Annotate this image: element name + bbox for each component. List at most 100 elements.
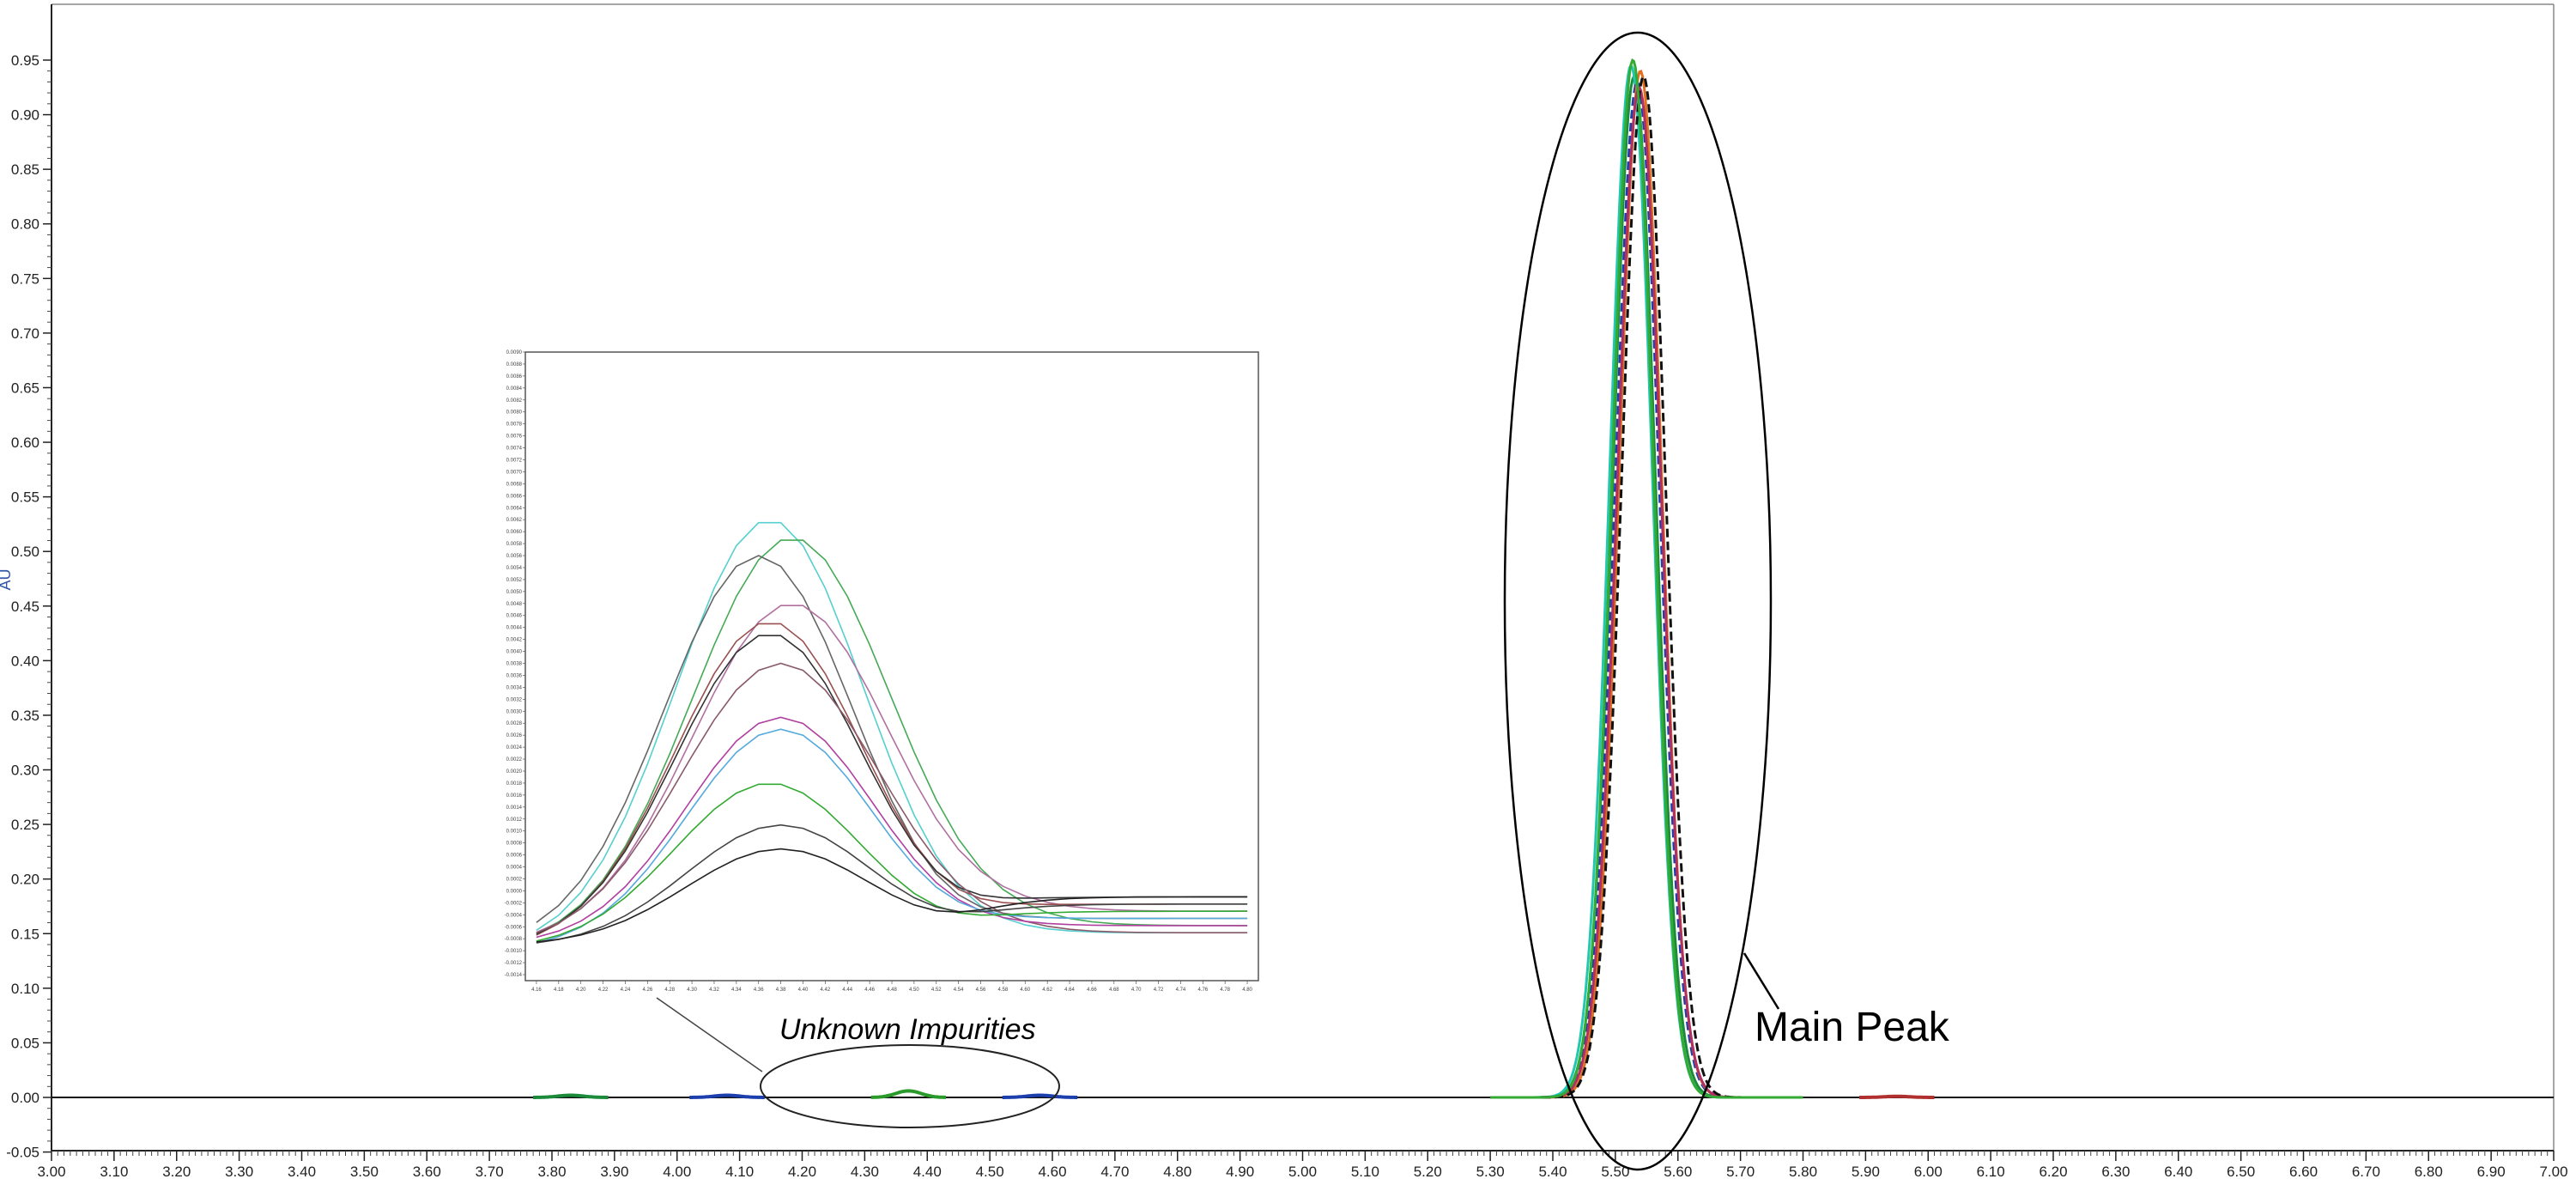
- x-tick-label: 6.10: [1977, 1164, 2005, 1179]
- y-tick-label: 0.10: [11, 981, 39, 997]
- x-tick-label: 4.90: [1226, 1164, 1254, 1179]
- x-tick-label: 6.80: [2415, 1164, 2443, 1179]
- inset-series-line: [536, 539, 1248, 934]
- inset-series-line: [536, 783, 1248, 942]
- impurity-peak-line: [533, 1093, 609, 1099]
- inset-y-tick-label: 0.0068: [506, 482, 523, 487]
- inset-x-tick-label: 4.68: [1109, 988, 1119, 993]
- inset-y-tick-label: 0.0072: [506, 458, 523, 463]
- x-tick-label: 5.80: [1789, 1164, 1817, 1179]
- inset-y-tick-label: 0.0044: [506, 626, 523, 631]
- inset-y-tick-label: 0.0010: [506, 830, 523, 835]
- x-tick-label: 5.60: [1664, 1164, 1692, 1179]
- inset-x-tick-label: 4.62: [1042, 988, 1052, 993]
- main-peak-leader-line: [1743, 952, 1780, 1010]
- inset-y-tick-label: 0.0028: [506, 721, 523, 726]
- inset-y-tick-label: 0.0038: [506, 662, 523, 667]
- inset-y-tick-label: 0.0016: [506, 793, 523, 799]
- inset-x-tick-label: 4.80: [1242, 988, 1252, 993]
- inset-x-tick-label: 4.64: [1064, 988, 1075, 993]
- x-tick-label: 3.20: [162, 1164, 191, 1179]
- inset-y-tick-label: -0.0014: [505, 973, 523, 978]
- x-tick-label: 5.50: [1601, 1164, 1629, 1179]
- y-tick-label: 0.55: [11, 489, 39, 506]
- annotation-layer: Main Peak Unknown Impurities: [656, 31, 1950, 1171]
- inset-x-tick-label: 4.36: [754, 988, 764, 993]
- inset-y-tick-label: 0.0066: [506, 494, 523, 499]
- inset-x-tick-label: 4.20: [576, 988, 586, 993]
- inset-x-tick-label: 4.50: [909, 988, 919, 993]
- y-tick-label: 0.95: [11, 52, 39, 69]
- inset-y-tick-label: -0.0010: [505, 949, 523, 954]
- inset-series-line: [536, 728, 1248, 944]
- inset-series-line: [536, 662, 1248, 934]
- inset-y-tick-label: 0.0036: [506, 673, 523, 678]
- y-tick-label: 0.30: [11, 763, 39, 779]
- inset-x-tick-label: 4.72: [1154, 988, 1164, 993]
- inset-y-tick-label: 0.0022: [506, 757, 523, 763]
- x-tick-label: 6.30: [2101, 1164, 2130, 1179]
- inset-y-tick-label: -0.0002: [505, 901, 523, 906]
- inset-y-tick-label: 0.0056: [506, 554, 523, 559]
- y-tick-label: 0.20: [11, 872, 39, 888]
- inset-y-tick-label: 0.0026: [506, 733, 523, 738]
- inset-x-tick-label: 4.78: [1220, 988, 1230, 993]
- impurity-peak-line: [1002, 1093, 1078, 1099]
- x-tick-label: 4.40: [913, 1164, 942, 1179]
- x-tick-label: 4.80: [1163, 1164, 1191, 1179]
- x-tick-label: 6.00: [1914, 1164, 1943, 1179]
- main-series-layer: [1490, 58, 1803, 1099]
- y-axis-label: AU: [0, 568, 14, 590]
- main-peak-ellipse: [1503, 31, 1773, 1171]
- inset-x-tick-label: 4.48: [887, 988, 897, 993]
- y-axis: -0.05 0.00 0.05 0.10 0.15 0.20 0.25 0.30 0.35 0.4…: [6, 52, 52, 1161]
- inset-y-tick-label: 0.0012: [506, 817, 523, 823]
- inset-x-tick-label: 4.44: [842, 988, 852, 993]
- inset-y-tick-label: 0.0088: [506, 362, 523, 368]
- inset-y-tick-label: 0.0064: [506, 506, 523, 511]
- y-tick-label: 0.65: [11, 380, 39, 396]
- y-tick-label: 0.05: [11, 1035, 39, 1051]
- x-tick-label: 6.20: [2039, 1164, 2067, 1179]
- x-tick-label: 3.30: [225, 1164, 253, 1179]
- y-tick-label: -0.05: [6, 1145, 39, 1161]
- y-tick-label: 0.50: [11, 544, 39, 560]
- inset-y-tick-label: 0.0086: [506, 374, 523, 380]
- x-tick-label: 4.00: [663, 1164, 691, 1179]
- x-tick-label: 3.50: [350, 1164, 379, 1179]
- x-tick-label: 6.90: [2477, 1164, 2506, 1179]
- inset-x-tick-label: 4.32: [709, 988, 719, 993]
- inset-x-tick-label: 4.38: [776, 988, 786, 993]
- inset-y-tick-label: 0.0080: [506, 410, 523, 416]
- main-peak-label: Main Peak: [1755, 1005, 1950, 1050]
- inset-y-tick-label: 0.0004: [506, 866, 523, 871]
- inset-series-line: [536, 848, 1248, 943]
- inset-zoom-chart: 0.0090 0.0088 0.0086 0.0084 0.0082 0.0080 0.00…: [505, 350, 1259, 993]
- inset-y-tick-label: 0.0050: [506, 590, 523, 595]
- inset-y-axis: 0.0090 0.0088 0.0086 0.0084 0.0082 0.0080 0.00…: [505, 350, 525, 978]
- impurity-peak-line: [689, 1093, 765, 1099]
- x-tick-label: 5.40: [1538, 1164, 1567, 1179]
- inset-x-tick-label: 4.76: [1197, 988, 1208, 993]
- x-tick-label: 6.60: [2289, 1164, 2318, 1179]
- inset-y-tick-label: 0.0052: [506, 578, 523, 583]
- inset-y-tick-label: 0.0074: [506, 447, 523, 452]
- inset-y-tick-label: 0.0020: [506, 769, 523, 775]
- y-tick-label: 0.70: [11, 325, 39, 342]
- inset-y-tick-label: 0.0058: [506, 542, 523, 547]
- inset-y-tick-label: 0.0082: [506, 398, 523, 404]
- x-tick-label: 6.40: [2164, 1164, 2192, 1179]
- x-tick-label: 4.60: [1038, 1164, 1066, 1179]
- inset-y-tick-label: -0.0012: [505, 961, 523, 966]
- inset-x-tick-label: 4.42: [821, 988, 831, 993]
- x-tick-label: 6.70: [2352, 1164, 2380, 1179]
- inset-y-tick-label: 0.0000: [506, 889, 523, 894]
- y-tick-label: 0.85: [11, 161, 39, 178]
- inset-x-tick-label: 4.24: [621, 988, 631, 993]
- x-tick-label: 4.30: [851, 1164, 879, 1179]
- inset-x-tick-label: 4.18: [554, 988, 564, 993]
- y-tick-label: 0.45: [11, 599, 39, 615]
- inset-x-tick-label: 4.56: [976, 988, 986, 993]
- x-tick-label: 3.40: [288, 1164, 316, 1179]
- inset-x-tick-label: 4.74: [1176, 988, 1186, 993]
